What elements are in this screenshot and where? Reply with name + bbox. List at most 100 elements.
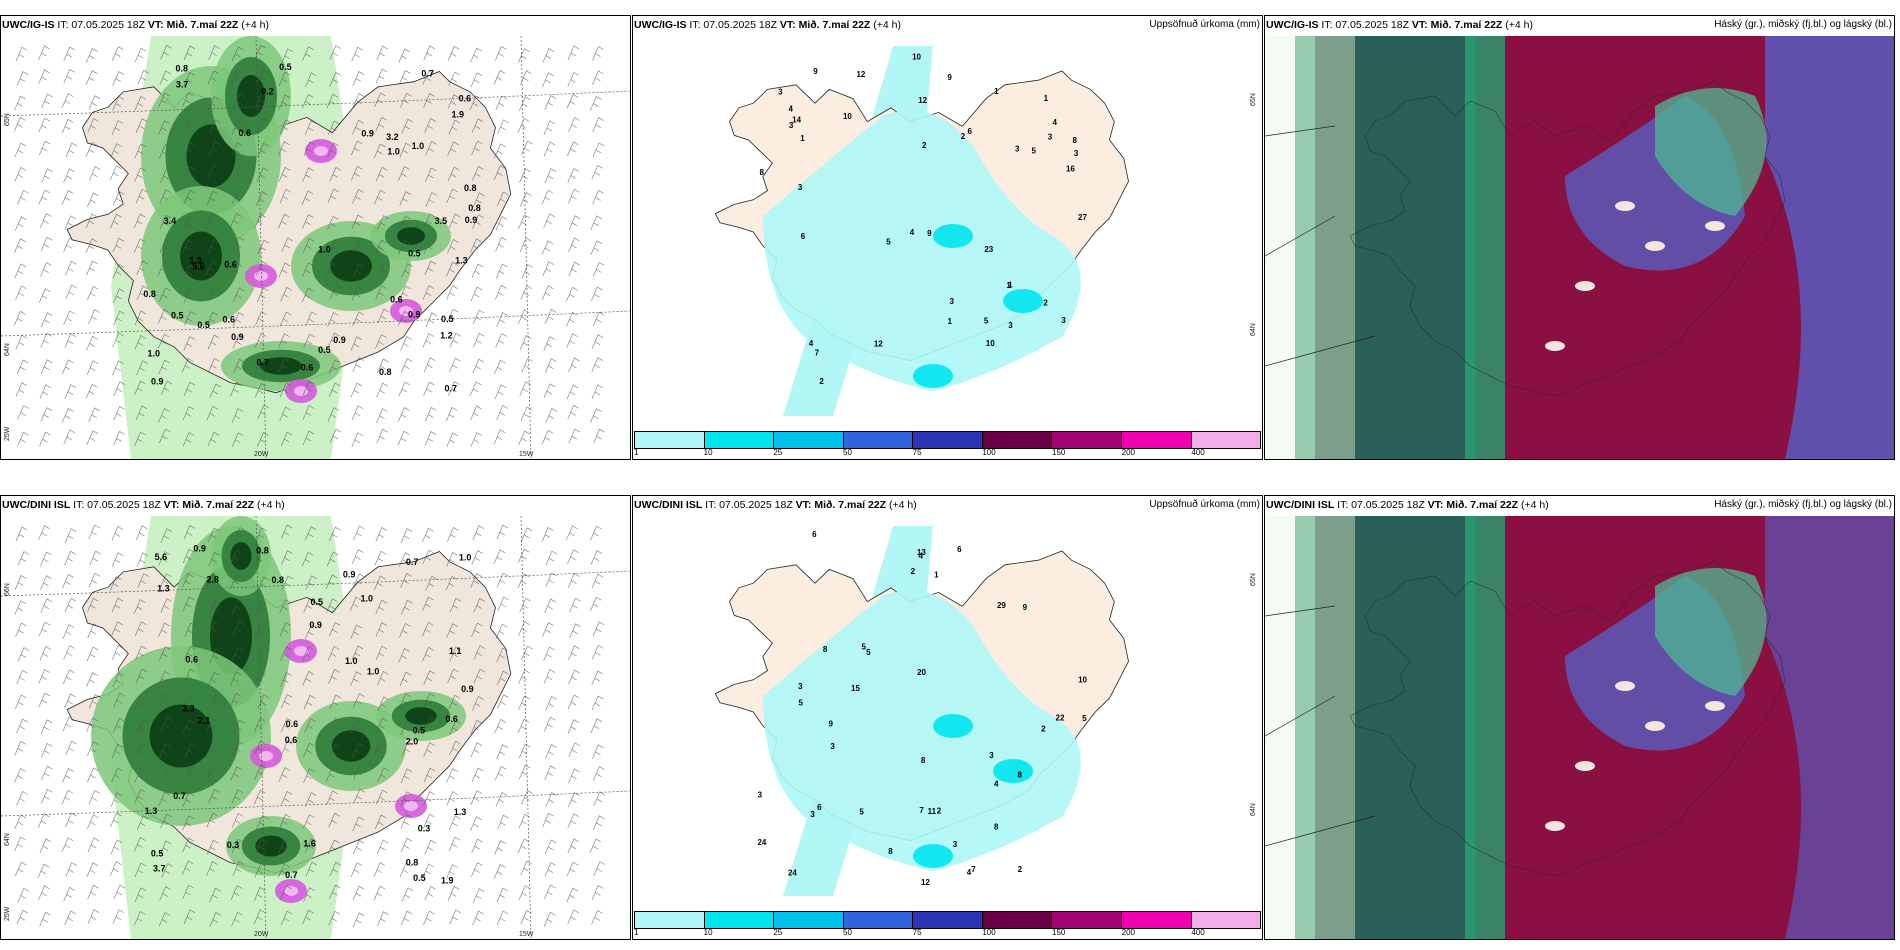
precip-value: 12 bbox=[921, 878, 930, 887]
panel-title: UWC/DINI ISL IT: 07.05.2025 18Z VT: Mið.… bbox=[1266, 499, 1892, 511]
panel-top-mid: UWC/IG-IS IT: 07.05.2025 18Z VT: Mið. 7.… bbox=[632, 15, 1263, 460]
shower-value: 0.7 bbox=[421, 69, 434, 79]
precip-value: 7 bbox=[815, 349, 820, 358]
shower-value: 1.2 bbox=[440, 330, 453, 340]
shower-value: 0.9 bbox=[361, 129, 374, 139]
colorbar-swatch bbox=[704, 912, 775, 928]
shower-value: 2.0 bbox=[406, 737, 419, 747]
shower-value: 0.6 bbox=[286, 719, 299, 729]
colorbar-label: 100 bbox=[982, 928, 996, 937]
shower-value: 0.5 bbox=[279, 62, 292, 72]
precip-value: 6 bbox=[817, 803, 822, 812]
precip-value: 4 bbox=[789, 104, 794, 113]
colorbar-swatch bbox=[913, 432, 983, 448]
panel-title: UWC/IG-IS IT: 07.05.2025 18Z VT: Mið. 7.… bbox=[1266, 19, 1892, 31]
precip-value: 3 bbox=[1048, 133, 1053, 142]
shower-value: 0.6 bbox=[185, 654, 198, 664]
shower-value: 0.9 bbox=[231, 332, 244, 342]
colorbar-swatch bbox=[1052, 432, 1122, 448]
precip-value: 5 bbox=[1082, 714, 1087, 723]
shower-value: 5.6 bbox=[155, 552, 168, 562]
shower-value: 0.6 bbox=[459, 94, 472, 104]
shower-value: 0.5 bbox=[197, 320, 210, 330]
colorbar-label: 100 bbox=[982, 448, 996, 457]
precipitation-colorbar: 1 10 25 50 75 100 150 200 400 bbox=[634, 909, 1261, 939]
precip-value: 6 bbox=[967, 127, 972, 136]
precip-value: 4 bbox=[910, 228, 915, 237]
shower-value: 0.9 bbox=[343, 570, 356, 580]
precip-value: 1 bbox=[934, 571, 939, 580]
colorbar-label: 50 bbox=[843, 928, 852, 937]
colorbar-label: 75 bbox=[912, 448, 922, 457]
shower-value: 0.5 bbox=[413, 873, 426, 883]
panel-title: UWC/DINI ISL IT: 07.05.2025 18Z VT: Mið.… bbox=[2, 499, 285, 511]
shower-value: 0.9 bbox=[465, 215, 478, 225]
shower-value: 1.0 bbox=[361, 593, 374, 603]
precip-value: 1 bbox=[948, 317, 953, 326]
colorbar-swatch bbox=[843, 432, 914, 448]
precip-value: 2 bbox=[1041, 724, 1046, 733]
shower-value: 0.5 bbox=[311, 597, 324, 607]
shower-value: 0.3 bbox=[227, 840, 240, 850]
precip-value: 5 bbox=[861, 643, 866, 652]
shower-value: 0.8 bbox=[406, 858, 419, 868]
shower-value: 3.3 bbox=[182, 704, 195, 714]
colorbar-swatch bbox=[1191, 912, 1261, 928]
shower-value: 1.0 bbox=[367, 666, 380, 676]
panel-top-right: UWC/IG-IS IT: 07.05.2025 18Z VT: Mið. 7.… bbox=[1264, 15, 1895, 460]
precip-value: 10 bbox=[843, 112, 852, 121]
graticule-label: 65N bbox=[1250, 573, 1257, 586]
shower-value: 1.1 bbox=[449, 646, 462, 656]
shower-value: 1.6 bbox=[303, 839, 316, 849]
graticule-label: 64N bbox=[4, 343, 11, 356]
colorbar-label: 1 bbox=[634, 448, 639, 457]
precip-value: 1 bbox=[1006, 281, 1011, 290]
colorbar-swatch bbox=[982, 432, 1053, 448]
shower-value: 0.6 bbox=[390, 295, 403, 305]
precip-value: 2 bbox=[961, 132, 966, 141]
precip-value: 8 bbox=[888, 847, 893, 856]
precip-value: 4 bbox=[1053, 118, 1058, 127]
shower-map: 1.3 0.9 0.6 0.7 1.0 0.6 0.8 0.9 0.5 3.7 2.0 0.3 1.6 0… bbox=[1, 516, 630, 939]
shower-value: 1.9 bbox=[452, 109, 465, 119]
precip-value: 3 bbox=[953, 840, 958, 849]
colorbar-swatch bbox=[635, 432, 705, 448]
colorbar-swatch bbox=[982, 912, 1053, 928]
graticule-label: 20W bbox=[254, 451, 269, 458]
colorbar-label: 75 bbox=[912, 928, 922, 937]
precip-value: 9 bbox=[927, 229, 932, 238]
precip-value: 1 bbox=[1008, 280, 1013, 289]
precip-value: 24 bbox=[788, 869, 797, 878]
shower-value: 0.5 bbox=[318, 345, 331, 355]
colorbar-label: 10 bbox=[703, 448, 713, 457]
precip-value: 15 bbox=[851, 684, 860, 693]
precip-value: 14 bbox=[792, 115, 801, 124]
colorbar-swatch bbox=[1121, 432, 1192, 448]
precipitation-colorbar: 1 10 25 50 75 100 150 200 400 bbox=[634, 429, 1261, 459]
precip-value: 3 bbox=[758, 791, 763, 800]
cloud-map bbox=[1265, 516, 1894, 939]
graticule-label: 65N bbox=[1250, 93, 1257, 106]
precip-value: 3 bbox=[1061, 316, 1066, 325]
colorbar-label: 10 bbox=[703, 928, 713, 937]
precip-value: 3 bbox=[989, 751, 994, 760]
precipitation-map: 2 2 1 3 4 3 4 5 3 2 4 6 3 5 6 3 2 8 9 7 3 8 8 5 15 11 7 9 6 8 24 29 24 13… bbox=[633, 516, 1262, 906]
precip-value: 3 bbox=[798, 682, 803, 691]
precip-value: 4 bbox=[994, 780, 999, 789]
colorbar-label: 50 bbox=[843, 448, 852, 457]
shower-value: 3.7 bbox=[176, 80, 189, 90]
cloud-map bbox=[1265, 36, 1894, 459]
precip-value: 8 bbox=[994, 823, 999, 832]
precip-value: 20 bbox=[917, 668, 926, 677]
shower-value: 0.5 bbox=[413, 725, 426, 735]
graticule-label: 66N bbox=[4, 583, 11, 596]
shower-value: 0.5 bbox=[151, 848, 164, 858]
precip-value: 3 bbox=[950, 297, 955, 306]
shower-value: 1.0 bbox=[387, 147, 400, 157]
precip-value: 3 bbox=[798, 183, 803, 192]
precip-value: 5 bbox=[1032, 147, 1037, 156]
precip-value: 8 bbox=[1017, 771, 1022, 780]
colorbar-label: 1 bbox=[634, 928, 639, 937]
shower-value: 0.9 bbox=[309, 620, 322, 630]
shower-value: 0.6 bbox=[301, 362, 314, 372]
